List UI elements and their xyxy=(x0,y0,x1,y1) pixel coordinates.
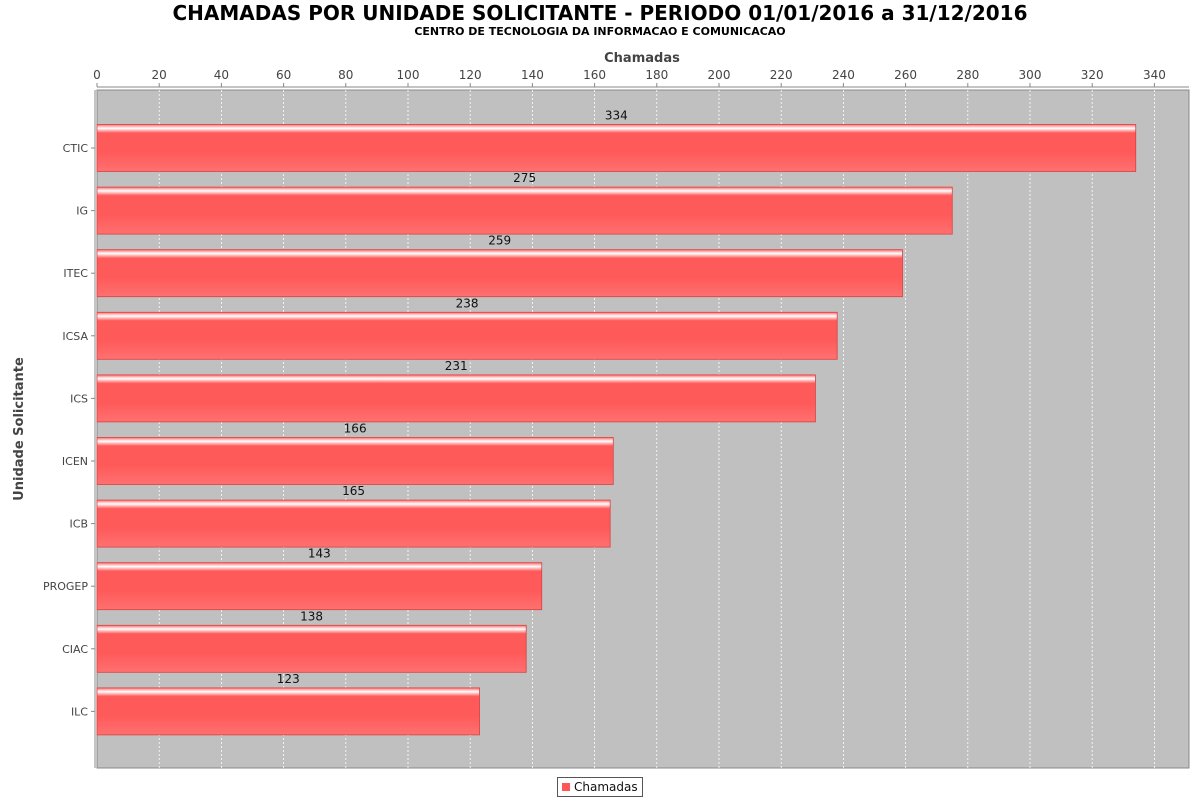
x-axis-title: Chamadas xyxy=(604,51,680,66)
bar-outline xyxy=(96,624,527,673)
bar xyxy=(97,374,816,422)
x-tick-label: 20 xyxy=(152,68,167,82)
value-label: 138 xyxy=(300,609,323,623)
value-label: 143 xyxy=(308,547,331,561)
bar xyxy=(97,500,611,548)
bar-outline xyxy=(96,687,480,736)
legend-label: Chamadas xyxy=(574,780,638,794)
bar-outline xyxy=(96,249,903,298)
x-tick-label: 260 xyxy=(894,68,917,82)
bar xyxy=(97,187,953,235)
chart-subtitle: CENTRO DE TECNOLOGIA DA INFORMACAO E COM… xyxy=(414,25,786,38)
bar-outline xyxy=(96,499,611,548)
value-label: 238 xyxy=(456,296,479,310)
x-tick-label: 300 xyxy=(1019,68,1042,82)
category-label: ICS xyxy=(70,392,88,405)
category-label: ICB xyxy=(70,518,88,531)
bar xyxy=(97,625,527,673)
x-tick-label: 220 xyxy=(770,68,793,82)
x-tick-label: 100 xyxy=(397,68,420,82)
value-label: 259 xyxy=(488,234,511,248)
category-label: ICSA xyxy=(62,330,88,343)
x-tick-label: 180 xyxy=(645,68,668,82)
category-label: CIAC xyxy=(62,643,88,656)
value-label: 275 xyxy=(513,171,536,185)
value-label: 166 xyxy=(344,422,367,436)
bar xyxy=(97,312,838,360)
chart-title: CHAMADAS POR UNIDADE SOLICITANTE - PERIO… xyxy=(172,1,1028,25)
category-label: IG xyxy=(76,205,88,218)
category-label: ICEN xyxy=(62,455,88,468)
bar xyxy=(97,437,614,485)
bar-outline xyxy=(96,562,543,611)
x-tick-label: 140 xyxy=(521,68,544,82)
x-tick-label: 80 xyxy=(338,68,353,82)
category-label: ITEC xyxy=(63,267,88,280)
bar xyxy=(97,687,480,735)
bar xyxy=(97,124,1136,172)
value-label: 231 xyxy=(445,359,468,373)
bar-outline xyxy=(96,437,614,485)
x-tick-label: 0 xyxy=(93,68,101,82)
bar-outline xyxy=(96,124,1137,172)
x-tick-label: 320 xyxy=(1081,68,1104,82)
x-tick-label: 120 xyxy=(459,68,482,82)
category-label: PROGEP xyxy=(43,580,88,593)
y-axis-title: Unidade Solicitante xyxy=(12,357,27,501)
bar-outline xyxy=(96,186,953,235)
x-tick-label: 40 xyxy=(214,68,229,82)
value-label: 165 xyxy=(342,484,365,498)
category-label: CTIC xyxy=(63,142,89,155)
x-tick-label: 200 xyxy=(708,68,731,82)
x-tick-label: 340 xyxy=(1143,68,1166,82)
bar-outline xyxy=(96,374,816,423)
bar-outline xyxy=(96,311,838,360)
value-label: 123 xyxy=(277,672,300,686)
legend: Chamadas xyxy=(557,777,643,797)
legend-swatch xyxy=(562,783,570,791)
x-tick-label: 240 xyxy=(832,68,855,82)
category-label: ILC xyxy=(71,705,88,718)
x-tick-label: 160 xyxy=(583,68,606,82)
x-tick-label: 60 xyxy=(276,68,291,82)
bar xyxy=(97,562,542,610)
bar xyxy=(97,249,903,297)
x-tick-label: 280 xyxy=(956,68,979,82)
value-label: 334 xyxy=(605,109,628,123)
